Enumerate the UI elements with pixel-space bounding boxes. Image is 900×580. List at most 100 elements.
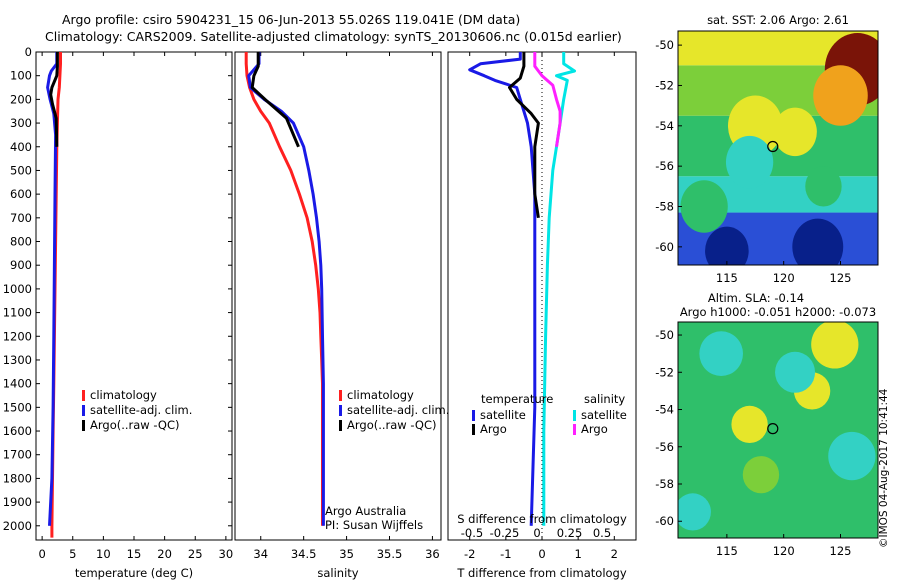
y-tick-label: -58 — [655, 200, 674, 214]
legend-swatch — [339, 405, 342, 416]
color-patch — [792, 218, 844, 265]
sla-map-subtitle: Argo h1000: -0.051 h2000: -0.073 — [680, 305, 876, 319]
series-line — [250, 52, 300, 148]
color-patch — [811, 322, 859, 369]
x-tick-label: 15 — [127, 547, 142, 561]
y-tick-label: -56 — [655, 159, 674, 173]
x-tick-label: 120 — [773, 544, 795, 558]
salinity-frame — [234, 51, 442, 541]
x-tick-label: 34 — [253, 547, 268, 561]
y-tick-label: 500 — [10, 163, 32, 177]
x-tick-label: 35 — [339, 547, 354, 561]
y-tick-label: 300 — [10, 116, 32, 130]
color-patch — [773, 107, 817, 157]
figure-title-line-2: Climatology: CARS2009. Satellite-adjuste… — [45, 29, 622, 44]
y-tick-label: 200 — [10, 92, 32, 106]
legend-swatch — [472, 410, 475, 421]
color-patch — [678, 493, 711, 531]
differences-x2label: S difference from climatology — [457, 512, 627, 526]
legend-label: Argo — [581, 422, 608, 436]
x-tick-label: 35.5 — [377, 547, 403, 561]
y-tick-label: 1600 — [3, 424, 32, 438]
legend-swatch — [82, 420, 85, 431]
legend-label: climatology — [90, 388, 157, 402]
y-tick-label: -52 — [655, 365, 674, 379]
y-tick-label: 1100 — [3, 306, 32, 320]
y-tick-label: 100 — [10, 69, 32, 83]
y-tick-label: 1700 — [3, 448, 32, 462]
y-tick-label: -50 — [655, 328, 674, 342]
temperature-frame — [35, 51, 233, 541]
x-tick-label: 115 — [716, 271, 738, 285]
color-patch — [725, 135, 774, 189]
y-tick-label: -54 — [655, 119, 674, 133]
series-line — [508, 52, 540, 219]
sla-map-title: Altim. SLA: -0.14 — [708, 291, 804, 305]
series-line — [247, 52, 325, 526]
x-tick-label: -2 — [464, 547, 475, 561]
legend-swatch — [573, 410, 576, 421]
legend-label: satellite — [581, 408, 627, 422]
series-line — [468, 52, 537, 526]
annotation-text: Argo Australia — [325, 504, 406, 518]
x-tick-label: 20 — [157, 547, 172, 561]
salinity-panel — [234, 51, 442, 541]
legend-label: climatology — [347, 388, 414, 402]
sst-map-field — [678, 31, 878, 265]
x2-tick-label: -0.25 — [490, 526, 520, 540]
temperature-xlabel: temperature (deg C) — [75, 566, 193, 580]
y-tick-label: -60 — [655, 514, 674, 528]
copyright-stamp: ©IMOS 04-Aug-2017 10:41:44 — [878, 388, 890, 548]
color-patch — [805, 166, 842, 207]
x-tick-label: 2 — [611, 547, 618, 561]
y-tick-label: 1000 — [3, 282, 32, 296]
argo-position-marker — [767, 423, 779, 435]
color-patch — [680, 180, 728, 233]
color-patch — [742, 456, 780, 494]
series-line — [49, 52, 59, 147]
y-tick-label: 0 — [25, 45, 32, 59]
temperature-panel — [35, 51, 233, 541]
sla-map-field — [678, 322, 878, 538]
y-tick-label: 600 — [10, 187, 32, 201]
y-tick-label: 700 — [10, 211, 32, 225]
color-patch — [699, 331, 743, 377]
y-tick-label: -56 — [655, 440, 674, 454]
legend-label: satellite-adj. clim. — [347, 403, 449, 417]
differences-xlabel: T difference from climatology — [456, 566, 627, 580]
legend-swatch — [573, 424, 576, 435]
color-patch — [813, 65, 868, 126]
color-patch — [828, 431, 876, 481]
y-tick-label: 1400 — [3, 377, 32, 391]
sla-map-panel — [677, 321, 879, 539]
x-tick-label: 36 — [425, 547, 440, 561]
salinity-xlabel: salinity — [317, 566, 358, 580]
x-tick-label: -1 — [500, 547, 511, 561]
legend-label: satellite — [480, 408, 526, 422]
y-tick-label: 400 — [10, 140, 32, 154]
y-tick-label: 1200 — [3, 329, 32, 343]
x-tick-label: 115 — [716, 544, 738, 558]
figure-title-line-1: Argo profile: csiro 5904231_15 06-Jun-20… — [62, 12, 521, 27]
y-tick-label: 2000 — [3, 519, 32, 533]
legend-swatch — [339, 420, 342, 431]
y-tick-label: 800 — [10, 235, 32, 249]
legend-label: Argo(..raw -QC) — [90, 418, 180, 432]
legend-label: Argo — [480, 422, 507, 436]
x-tick-label: 30 — [219, 547, 234, 561]
x2-tick-label: 0 — [533, 526, 540, 540]
sla-map-frame — [677, 321, 879, 539]
x2-tick-label: 0.5 — [593, 526, 611, 540]
legend-title: temperature — [481, 392, 553, 406]
x-tick-label: 10 — [96, 547, 111, 561]
x-tick-label: 0 — [538, 547, 545, 561]
x-tick-label: 1 — [574, 547, 581, 561]
y-tick-label: -58 — [655, 477, 674, 491]
differences-panel — [447, 51, 637, 541]
y-tick-label: -60 — [655, 240, 674, 254]
legend-swatch — [82, 405, 85, 416]
y-tick-label: 1900 — [3, 495, 32, 509]
series-line — [533, 52, 562, 148]
color-patch — [775, 351, 816, 393]
